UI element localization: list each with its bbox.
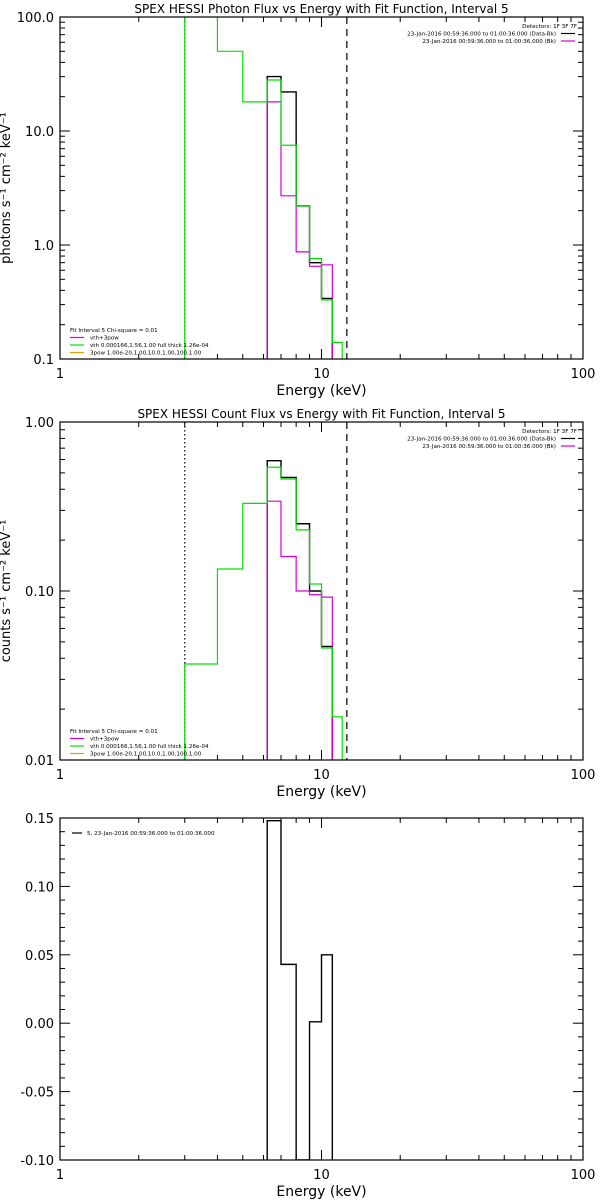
y-tick-label: 0.15 [25,812,54,827]
legend-top-text: Detectors: 1F 3F 7F [522,24,577,30]
x-tick-label: 10 [313,1168,330,1183]
y-tick-label: 100.0 [17,11,54,26]
legend-top-text: 23-Jan-2016 00:59:36.000 to 01:00:36.000… [422,39,556,45]
x-axis-label: Energy (keV) [276,784,366,800]
x-tick-label: 1 [56,367,64,382]
legend-bottom-text: 3pow 1.00e-20,1.00,10.0,1.00,100,1.00 [90,351,202,357]
legend-bottom-text: Fit Interval 5 Chi-square = 0.01 [70,328,158,334]
y-tick-label: 0.10 [25,880,54,895]
y-tick-label: 0.00 [25,1017,54,1032]
x-tick-label: 10 [313,768,330,783]
y-tick-label: 1.0 [33,239,54,254]
y-tick-label: 0.1 [33,353,54,368]
count-flux-panel: SPEX HESSI Count Flux vs Energy with Fit… [0,407,596,800]
legend-bottom-text: vth+3pow [90,336,119,342]
y-tick-label: 0.10 [25,585,54,600]
chart-title: SPEX HESSI Count Flux vs Energy with Fit… [137,407,505,421]
series-group [266,820,334,1160]
y-tick-label: -0.05 [20,1086,54,1101]
x-tick-label: 100 [571,367,596,382]
series-1-line [266,500,333,760]
plot-frame [59,421,584,761]
y-tick-label: 10.0 [25,125,54,140]
y-tick-label: 0.01 [25,754,54,769]
photon-flux-panel: SPEX HESSI Photon Flux vs Energy with Fi… [0,2,596,399]
y-tick-label: 0.05 [25,949,54,964]
legend-bottom-text: Fit Interval 5 Chi-square = 0.01 [70,729,158,735]
chart-title: SPEX HESSI Photon Flux vs Energy with Fi… [134,2,508,16]
residual-legend-text: 5, 23-Jan-2016 00:59:36.000 to 01:00:36.… [87,831,215,837]
legend-top-text: 23-Jan-2016 00:59:36.000 to 01:00:36.000… [407,437,556,443]
x-tick-label: 10 [313,367,330,382]
legend-top-text: Detectors: 1F 3F 7F [522,429,577,435]
series-0-line [266,75,334,359]
x-tick-label: 100 [571,768,596,783]
legend-top-text: 23-Jan-2016 00:59:36.000 to 01:00:36.000… [422,444,556,450]
x-axis-label: Energy (keV) [276,383,366,399]
series-group [184,17,343,359]
series-0-line [266,820,334,1160]
x-axis-label: Energy (keV) [276,1184,366,1200]
series-2-line [184,17,343,359]
legend-bottom-text: vth 0.000166,1.56,1.00 full thick 1.26e-… [90,343,209,349]
x-tick-label: 1 [56,768,64,783]
legend-top-text: 23-Jan-2016 00:59:36.000 to 01:00:36.000… [407,32,556,38]
residuals-panel: Energy (keV) 1 10 100 -0.10 -0.05 0.00 0.05 0.10… [20,812,595,1200]
series-1-line [266,101,333,359]
legend-bottom-text: vth 0.000166,1.56,1.00 full thick 1.26e-… [90,744,209,750]
y-tick-label: 1.00 [25,416,54,431]
series-group [184,460,343,760]
x-tick-label: 1 [56,1168,64,1183]
plot-frame [59,817,584,1161]
x-tick-label: 100 [571,1168,596,1183]
series-2-line [184,466,343,760]
plot-frame [59,16,584,360]
y-tick-label: -0.10 [20,1154,54,1169]
legend-bottom-text: 3pow 1.00e-20,1.00,10.0,1.00,100,1.00 [90,752,202,758]
legend-bottom-text: vth+3pow [90,737,119,743]
y-axis-label: photons s⁻¹ cm⁻² keV⁻¹ [0,112,14,264]
y-axis-label: counts s⁻¹ cm⁻² keV⁻¹ [0,520,14,663]
